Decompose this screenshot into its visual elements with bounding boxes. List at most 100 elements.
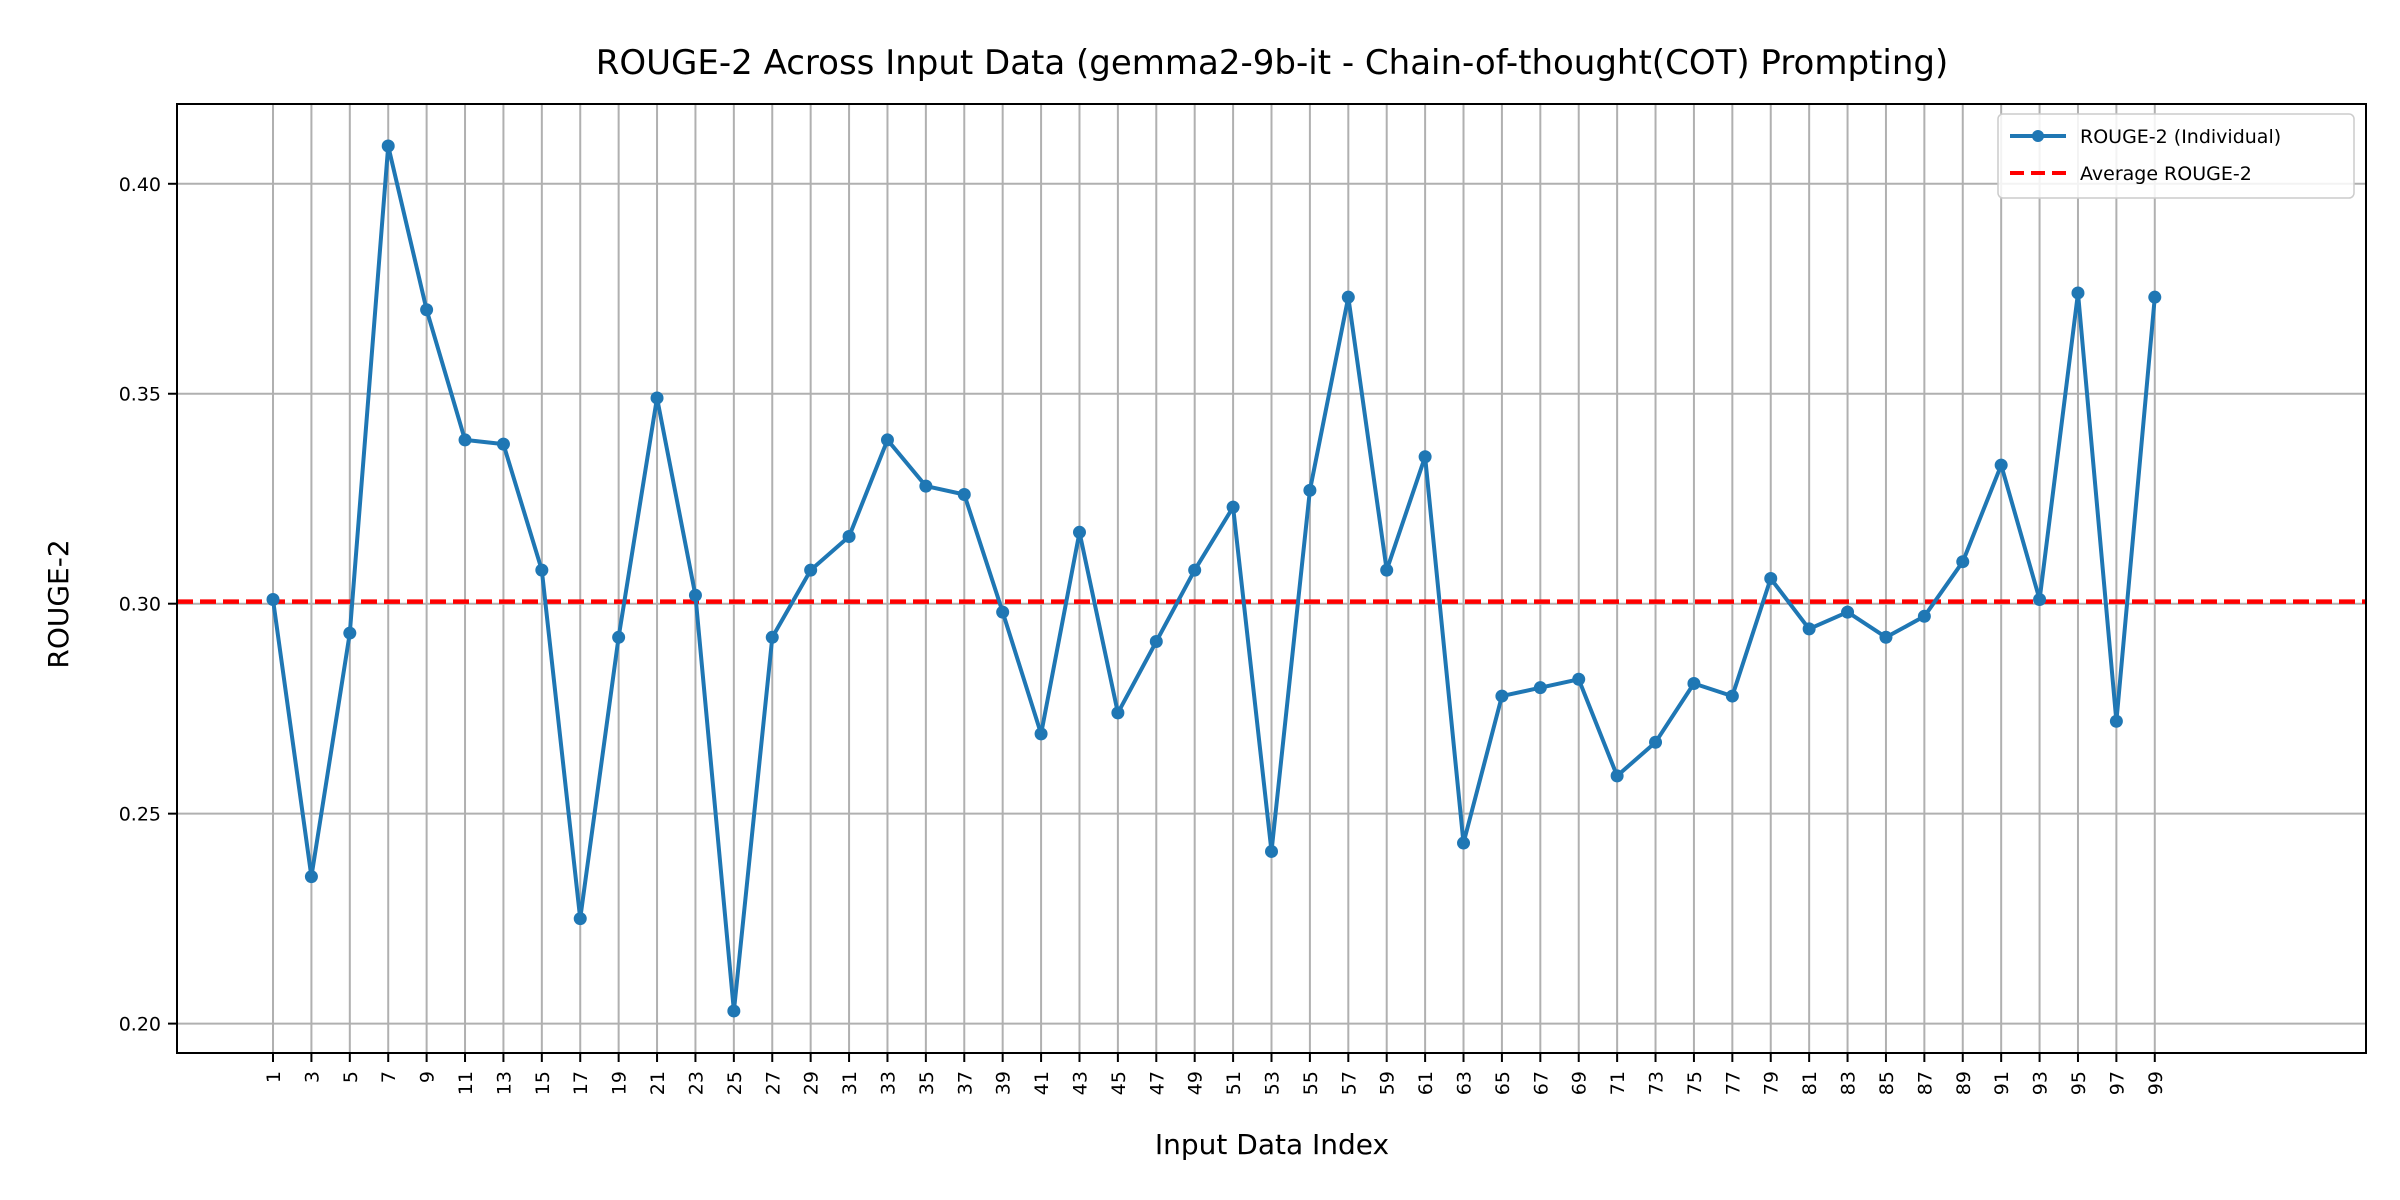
x-tick-label: 73 <box>1646 1071 1668 1095</box>
data-point <box>1649 735 1663 749</box>
x-tick-label: 67 <box>1530 1071 1552 1095</box>
series-line <box>271 144 2157 1013</box>
x-tick-label: 91 <box>1991 1071 2013 1095</box>
x-tick-label: 3 <box>301 1071 323 1083</box>
data-point <box>1303 483 1317 497</box>
chart-title: ROUGE-2 Across Input Data (gemma2-9b-it … <box>596 43 1948 83</box>
x-tick-label: 85 <box>1876 1071 1898 1095</box>
x-axis-label: Input Data Index <box>1155 1128 1389 1161</box>
x-tick-label: 47 <box>1146 1071 1168 1095</box>
legend: ROUGE-2 (Individual) Average ROUGE-2 <box>1997 113 2355 199</box>
x-tick-label: 95 <box>2068 1071 2090 1095</box>
data-point <box>1265 844 1278 858</box>
x-tick-label: 51 <box>1223 1071 1245 1095</box>
x-tick-label: 55 <box>1300 1071 1322 1095</box>
data-point <box>496 437 510 451</box>
x-tick-label: 61 <box>1415 1071 1437 1095</box>
x-tick-label: 21 <box>647 1071 669 1095</box>
data-point <box>1572 672 1586 686</box>
data-point <box>2148 290 2162 304</box>
x-tick-label: 63 <box>1454 1071 1476 1095</box>
y-tick-label: 0.20 <box>119 1014 161 1036</box>
x-tick-label: 33 <box>877 1071 899 1095</box>
legend-series-marker <box>2032 130 2044 142</box>
data-point <box>1418 450 1432 464</box>
grid-lines <box>177 104 2366 1053</box>
data-point <box>2033 592 2047 606</box>
x-tick-label: 15 <box>532 1071 554 1095</box>
data-point <box>573 912 587 926</box>
x-tick-label: 7 <box>378 1071 400 1083</box>
data-point <box>420 303 434 317</box>
x-tick-label: 57 <box>1338 1071 1360 1095</box>
data-point <box>1994 458 2008 472</box>
x-tick-label: 83 <box>1838 1071 1860 1095</box>
x-tick-label: 27 <box>762 1071 784 1095</box>
x-tick-label: 97 <box>2106 1071 2128 1095</box>
x-tick-label: 11 <box>455 1071 477 1095</box>
x-tick-label: 81 <box>1799 1071 1821 1095</box>
data-point <box>842 530 856 544</box>
x-tick-label: 87 <box>1914 1071 1936 1095</box>
legend-label-individual: ROUGE-2 (Individual) <box>2080 126 2281 148</box>
data-point <box>1610 769 1624 783</box>
x-tick-label: 19 <box>609 1071 631 1095</box>
x-tick-label: 31 <box>839 1071 861 1095</box>
x-tick-label: 35 <box>916 1071 938 1095</box>
data-point <box>1841 605 1855 619</box>
data-point <box>919 479 933 493</box>
x-tick-label: 99 <box>2145 1071 2167 1095</box>
legend-label-average: Average ROUGE-2 <box>2080 163 2252 185</box>
x-tick-label: 5 <box>340 1071 362 1083</box>
data-point <box>1687 676 1701 690</box>
data-point <box>1034 727 1048 741</box>
x-tick-label: 65 <box>1492 1071 1514 1095</box>
data-point <box>765 630 779 644</box>
data-point <box>1457 836 1471 850</box>
data-point <box>1149 634 1163 648</box>
data-point <box>304 870 318 884</box>
x-tick-label: 93 <box>2030 1071 2052 1095</box>
x-tick-label: 77 <box>1722 1071 1744 1095</box>
data-point <box>1802 622 1816 636</box>
y-axis-ticks: 0.20 0.25 0.30 0.35 0.40 <box>119 174 177 1036</box>
data-point <box>804 563 818 577</box>
x-tick-label: 39 <box>993 1071 1015 1095</box>
data-point <box>957 488 971 502</box>
y-tick-label: 0.40 <box>119 174 161 196</box>
data-point <box>1725 689 1739 703</box>
data-point <box>612 630 626 644</box>
y-tick-label: 0.35 <box>119 384 161 406</box>
data-point <box>688 588 702 602</box>
x-axis-ticks: 1 3 5 7 9 11 13 15 17 19 21 23 25 27 29 31 33 35 37 39 41 43 4… <box>263 1053 2167 1095</box>
data-point <box>1188 563 1202 577</box>
x-tick-label: 59 <box>1377 1071 1399 1095</box>
data-point <box>2071 286 2085 300</box>
x-tick-label: 13 <box>493 1071 515 1095</box>
y-axis-label: ROUGE-2 <box>42 539 75 668</box>
data-point <box>1072 525 1086 539</box>
x-tick-label: 9 <box>417 1071 439 1083</box>
x-tick-label: 69 <box>1569 1071 1591 1095</box>
data-point <box>1226 500 1240 514</box>
series-layer <box>266 139 2162 1018</box>
y-tick-label: 0.30 <box>119 594 161 616</box>
data-point <box>880 433 894 447</box>
data-point <box>1879 630 1893 644</box>
x-tick-label: 79 <box>1761 1071 1783 1095</box>
data-point <box>381 139 395 153</box>
x-tick-label: 89 <box>1953 1071 1975 1095</box>
data-point <box>2109 714 2123 728</box>
x-tick-label: 29 <box>801 1071 823 1095</box>
data-point <box>1341 290 1355 304</box>
data-point <box>1764 572 1778 585</box>
data-point <box>535 563 549 577</box>
x-tick-label: 23 <box>685 1071 707 1095</box>
data-point <box>458 433 472 447</box>
data-point <box>1917 609 1931 623</box>
data-point <box>343 626 357 640</box>
data-point <box>1111 706 1125 720</box>
x-tick-label: 43 <box>1069 1071 1091 1095</box>
